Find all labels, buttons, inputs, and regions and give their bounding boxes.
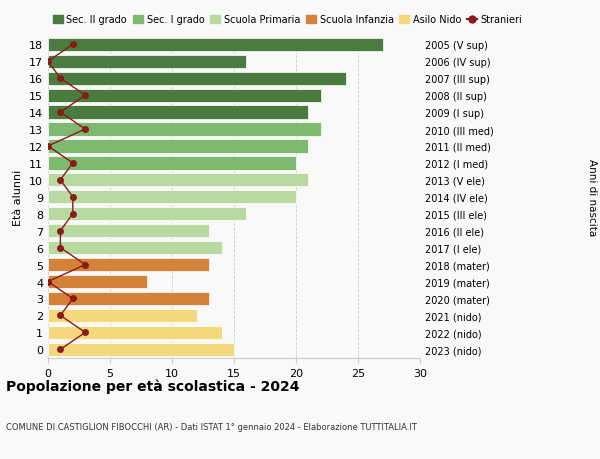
Legend: Sec. II grado, Sec. I grado, Scuola Primaria, Scuola Infanzia, Asilo Nido, Stran: Sec. II grado, Sec. I grado, Scuola Prim… bbox=[53, 16, 523, 25]
Y-axis label: Età alunni: Età alunni bbox=[13, 169, 23, 225]
Bar bbox=[48, 56, 247, 69]
Bar bbox=[48, 174, 308, 187]
Bar bbox=[48, 258, 209, 272]
Bar bbox=[48, 157, 296, 170]
Bar bbox=[48, 326, 221, 339]
Bar bbox=[48, 207, 247, 221]
Bar bbox=[48, 224, 209, 238]
Text: COMUNE DI CASTIGLION FIBOCCHI (AR) - Dati ISTAT 1° gennaio 2024 - Elaborazione T: COMUNE DI CASTIGLION FIBOCCHI (AR) - Dat… bbox=[6, 422, 417, 431]
Bar bbox=[48, 275, 147, 289]
Bar bbox=[48, 343, 234, 356]
Bar bbox=[48, 90, 321, 102]
Bar bbox=[48, 292, 209, 305]
Bar bbox=[48, 241, 221, 255]
Bar bbox=[48, 39, 383, 52]
Text: Popolazione per età scolastica - 2024: Popolazione per età scolastica - 2024 bbox=[6, 379, 299, 393]
Bar bbox=[48, 309, 197, 322]
Bar bbox=[48, 140, 308, 153]
Bar bbox=[48, 106, 308, 119]
Bar bbox=[48, 191, 296, 204]
Text: Anni di nascita: Anni di nascita bbox=[587, 159, 597, 236]
Bar bbox=[48, 123, 321, 136]
Bar bbox=[48, 73, 346, 85]
